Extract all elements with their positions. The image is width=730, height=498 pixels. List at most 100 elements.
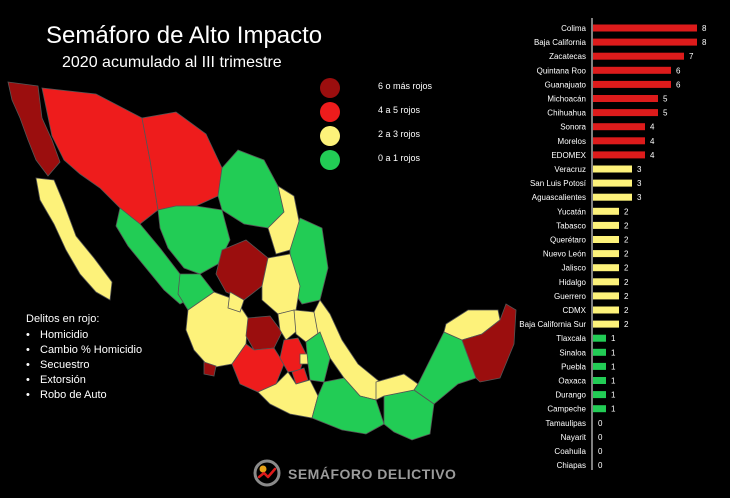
crime-item: Robo de Auto	[26, 388, 206, 403]
bar-category-label: Baja California	[534, 38, 587, 47]
chart-subtitle: 2020 acumulado al III trimestre	[62, 54, 282, 71]
bar-value-label: 1	[611, 377, 616, 386]
crime-item: Extorsión	[26, 373, 206, 388]
bar-category-label: Guerrero	[554, 292, 587, 301]
bar-category-label: Colima	[561, 24, 586, 33]
legend-label: 2 a 3 rojos	[378, 129, 421, 139]
bar-value-label: 2	[624, 292, 629, 301]
crimes-box: Delitos en rojo: Homicidio Cambio % Homi…	[26, 313, 206, 403]
bar	[593, 80, 671, 88]
bar-category-label: Sinaloa	[559, 348, 586, 357]
bar	[593, 278, 619, 286]
bar-category-label: Quintana Roo	[537, 66, 587, 75]
bar-category-label: San Luis Potosí	[530, 179, 587, 188]
bar-value-label: 5	[663, 95, 668, 104]
bar-category-label: Puebla	[561, 362, 586, 371]
bar-category-label: Campeche	[547, 405, 586, 414]
bar-value-label: 3	[637, 193, 642, 202]
bar-value-label: 3	[637, 179, 642, 188]
bar-value-label: 0	[598, 419, 603, 428]
bar-value-label: 2	[624, 250, 629, 259]
bar-category-label: Michoacán	[547, 95, 586, 104]
bar-value-label: 4	[650, 123, 655, 132]
map-region-chihuahua	[141, 111, 223, 211]
bar-category-label: Querétaro	[550, 236, 587, 245]
bar-category-label: Yucatán	[557, 207, 586, 216]
bar	[593, 320, 619, 328]
bar-value-label: 1	[611, 391, 616, 400]
legend-swatch	[320, 102, 340, 122]
bar	[593, 52, 684, 60]
bar	[593, 348, 606, 356]
bar-value-label: 2	[624, 221, 629, 230]
bar	[593, 391, 606, 399]
bar	[593, 306, 619, 314]
crimes-list: Homicidio Cambio % Homicidio Secuestro E…	[26, 328, 206, 403]
bar-category-label: Guanajuato	[545, 80, 587, 89]
bar-category-label: Veracruz	[554, 165, 586, 174]
bar	[593, 221, 619, 229]
bar	[593, 236, 619, 243]
bar-category-label: Coahuila	[554, 447, 586, 456]
bar	[593, 334, 606, 342]
map-region-guanajuato	[245, 315, 283, 351]
legend-swatch	[320, 78, 340, 98]
map-region-aguascalientes	[227, 291, 245, 313]
map-region-quintana-roo	[461, 303, 517, 383]
crime-item: Homicidio	[26, 328, 206, 343]
bar-category-label: Chiapas	[557, 461, 586, 470]
bar-value-label: 7	[689, 52, 694, 61]
bar	[593, 24, 697, 32]
bar-value-label: 3	[637, 165, 642, 174]
bar-category-label: Nayarit	[561, 433, 587, 442]
crimes-title: Delitos en rojo:	[26, 313, 100, 325]
bar-value-label: 1	[611, 334, 616, 343]
bar-value-label: 6	[676, 80, 681, 89]
bar-category-label: Zacatecas	[549, 52, 586, 61]
bar-value-label: 0	[598, 461, 603, 470]
bar-value-label: 5	[663, 109, 668, 118]
bar-category-label: Sonora	[560, 123, 586, 132]
bar	[593, 165, 632, 173]
bar-value-label: 1	[611, 362, 616, 371]
map-region-baja-california-sur	[35, 177, 113, 301]
bar-value-label: 2	[624, 207, 629, 216]
map-region-morelos	[291, 367, 309, 385]
bar-value-label: 4	[650, 137, 655, 146]
bar-category-label: Jalisco	[562, 264, 587, 273]
legend-entry: 6 o más rojos	[320, 76, 480, 100]
bar-value-label: 4	[650, 151, 655, 160]
bar	[593, 179, 632, 187]
bar-value-label: 2	[624, 278, 629, 287]
legend-label: 4 a 5 rojos	[378, 105, 421, 115]
logo-text: SEMÁFORO DELICTIVO	[288, 466, 457, 482]
legend-entry: 2 a 3 rojos	[320, 124, 480, 148]
bar-value-label: 2	[624, 320, 629, 329]
bar	[593, 109, 658, 117]
bar-value-label: 1	[611, 405, 616, 414]
bar-category-label: EDOMEX	[551, 151, 586, 160]
bar	[593, 264, 619, 272]
map-region-coahuila	[217, 149, 285, 229]
bar-value-label: 0	[598, 447, 603, 456]
map-region-cdmx	[299, 353, 309, 365]
bar-category-label: Morelos	[558, 137, 586, 146]
map-region-queretaro	[277, 309, 299, 341]
bar	[593, 377, 606, 384]
map-region-durango	[157, 205, 231, 275]
legend-swatch	[320, 126, 340, 146]
map-region-nuevo-leon	[267, 185, 301, 255]
map-region-sinaloa	[115, 207, 197, 305]
bar-value-label: 2	[624, 236, 629, 245]
bar-category-label: Oaxaca	[558, 377, 586, 386]
bar	[593, 405, 606, 413]
bar	[593, 38, 697, 46]
bar-value-label: 8	[702, 24, 707, 33]
bar-category-label: Hidalgo	[559, 278, 587, 287]
bar-category-label: Durango	[555, 391, 586, 400]
bar-category-label: Chihuahua	[547, 109, 586, 118]
bar-value-label: 0	[598, 433, 603, 442]
bar-category-label: Tlaxcala	[556, 334, 586, 343]
bar	[593, 362, 606, 370]
bar	[593, 95, 658, 102]
